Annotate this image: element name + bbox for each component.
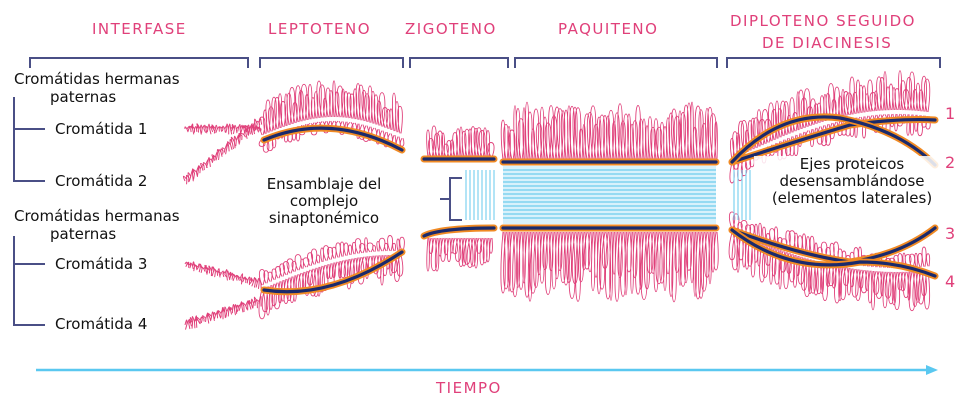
bracket-group-2 — [13, 236, 45, 326]
chromatid-1-label: Cromátida 1 — [55, 120, 148, 138]
diplotene-axis-1-navy — [730, 117, 937, 164]
sc-transverse-lines — [503, 169, 716, 219]
sc-zygotene-lines — [465, 170, 495, 220]
bracket-group-1 — [13, 97, 45, 182]
number-2: 2 — [945, 153, 956, 172]
stage-label-diacinesis: DE DIACINESIS — [762, 34, 893, 52]
interphase-strand — [184, 261, 262, 289]
diplotene-axis-4-navy — [730, 228, 937, 278]
loop-fringe — [258, 80, 403, 136]
loop-fringe — [500, 101, 718, 161]
number-1: 1 — [945, 104, 956, 123]
interphase-strand — [184, 295, 262, 330]
stage-brackets — [29, 57, 941, 68]
number-3: 3 — [945, 224, 956, 243]
synaptonemal-complex — [465, 166, 751, 224]
group1-label-line2: paternas — [50, 88, 117, 106]
bracket-paquiteno — [514, 57, 718, 68]
stage-label-paquiteno: PAQUITENO — [558, 20, 659, 38]
protein-axes — [260, 113, 939, 296]
chromatid-3-label: Cromátida 3 — [55, 255, 148, 273]
axes-disassembly-label: Ejes proteicos desensamblándose (element… — [754, 156, 950, 207]
zygotene-bottom-axis-navy — [422, 226, 496, 238]
leptotene-top-axis-navy — [262, 126, 404, 152]
center-bracket — [440, 177, 462, 221]
loop-fringe — [500, 231, 719, 303]
group2-label-line2: paternas — [50, 225, 117, 243]
time-label: TIEMPO — [436, 379, 502, 397]
bracket-diploteno — [726, 57, 941, 68]
left-group-brackets — [13, 97, 45, 326]
bracket-leptoteno — [259, 57, 404, 68]
loop-fringe — [426, 237, 493, 272]
group2-label-line1: Cromátidas hermanas — [14, 207, 180, 225]
stage-label-diploteno: DIPLOTENO SEGUIDO — [730, 12, 916, 30]
diplotene-axis-2-navy — [730, 115, 937, 167]
stage-label-interfase: INTERFASE — [92, 20, 187, 38]
chromatid-4-label: Cromátida 4 — [55, 315, 148, 333]
loop-fringe — [258, 235, 405, 286]
stage-label-leptoteno: LEPTOTENO — [268, 20, 372, 38]
loop-fringe — [729, 70, 931, 160]
group1-label-line1: Cromátidas hermanas — [14, 70, 180, 88]
chromatid-2-label: Cromátida 2 — [55, 172, 148, 190]
chromatin-loops — [258, 70, 931, 320]
number-4: 4 — [945, 272, 956, 291]
sc-diplotene-lines — [733, 170, 751, 220]
stage-label-zigoteno: ZIGOTENO — [405, 20, 497, 38]
interphase-chromatin — [182, 118, 263, 330]
leptotene-bottom-axis-navy — [262, 250, 404, 294]
bracket-interfase — [29, 57, 249, 68]
bracket-zigoteno — [409, 57, 509, 68]
interphase-strand — [182, 118, 263, 185]
loop-fringe — [426, 125, 495, 158]
time-arrow — [36, 365, 938, 375]
sc-assembly-label: Ensamblaje del complejo sinaptonémico — [266, 175, 382, 227]
interphase-strand — [184, 123, 262, 135]
loop-fringe — [728, 232, 931, 312]
